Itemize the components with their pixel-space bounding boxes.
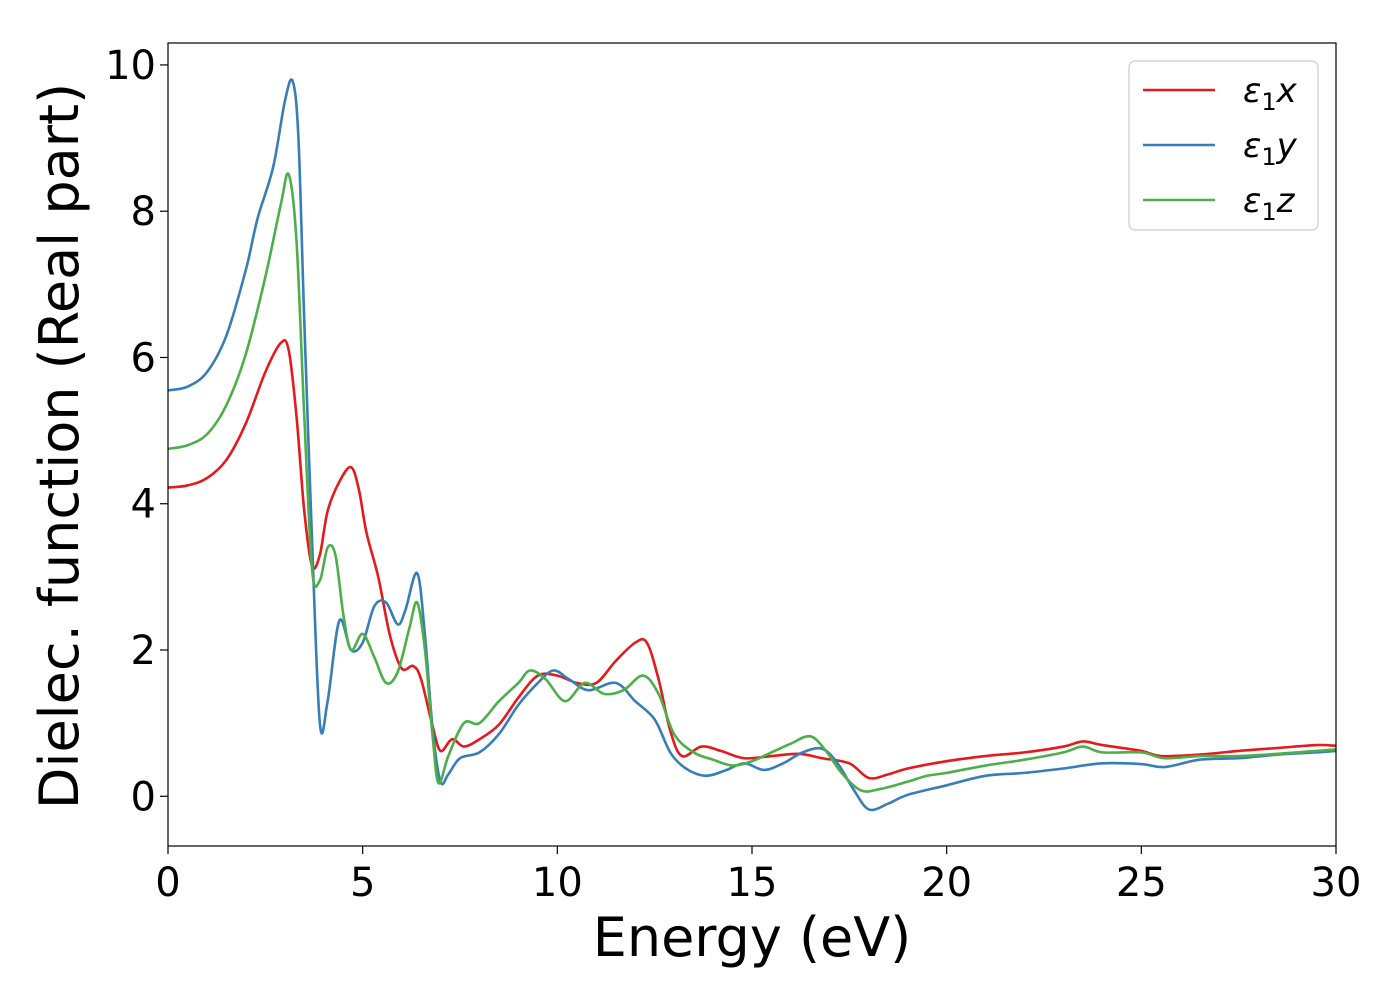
y-axis: 0 2 4 6 8 10 — [105, 43, 168, 820]
x-tick-label: 5 — [350, 860, 375, 906]
x-tick-label: 25 — [1116, 860, 1167, 906]
x-tick-label: 10 — [532, 860, 583, 906]
y-tick-label: 6 — [131, 335, 156, 381]
x-tick-label: 0 — [155, 860, 180, 906]
legend-label-z: ε1z — [1243, 181, 1296, 226]
series-line-z — [168, 172, 1336, 793]
x-axis-title: Energy (eV) — [593, 906, 912, 969]
legend-box — [1128, 60, 1319, 231]
x-axis: 0 5 10 15 20 25 30 — [155, 846, 1361, 906]
series-group — [168, 78, 1336, 812]
x-tick-label: 30 — [1311, 860, 1362, 906]
legend-label-y: ε1y — [1243, 126, 1298, 171]
y-axis-title: Dielec. function (Real part) — [28, 83, 91, 809]
y-tick-label: 8 — [131, 189, 156, 235]
y-tick-label: 2 — [131, 628, 156, 674]
x-tick-label: 20 — [921, 860, 972, 906]
series-line-y — [168, 78, 1336, 812]
y-tick-label: 10 — [105, 43, 156, 89]
y-tick-label: 0 — [131, 774, 156, 820]
y-tick-label: 4 — [131, 482, 156, 528]
series-line-x — [168, 339, 1336, 780]
x-tick-label: 15 — [727, 860, 778, 906]
legend: ε1x ε1y ε1z — [1128, 60, 1319, 231]
legend-label-x: ε1x — [1243, 71, 1298, 116]
